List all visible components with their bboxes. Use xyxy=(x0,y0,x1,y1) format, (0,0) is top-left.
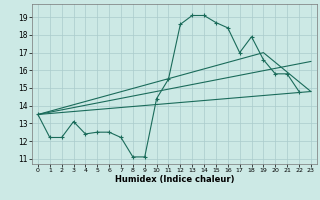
X-axis label: Humidex (Indice chaleur): Humidex (Indice chaleur) xyxy=(115,175,234,184)
